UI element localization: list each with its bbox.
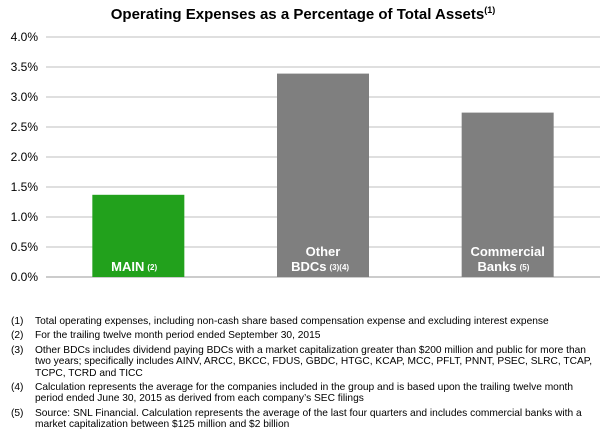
y-axis: 0.0% 0.5% 1.0% 1.5% 2.0% 2.5% 3.0% 3.5% 4.0% <box>11 30 39 284</box>
bar <box>461 112 554 277</box>
y-tick-label: 3.5% <box>11 60 39 74</box>
chart-title-text: Operating Expenses as a Percentage of To… <box>111 6 484 23</box>
footnote: (5) Source: SNL Financial. Calculation re… <box>11 408 601 431</box>
y-tick-label: 0.5% <box>11 240 39 254</box>
footnote: (3) Other BDCs includes dividend paying B… <box>11 345 601 379</box>
y-tick-label: 1.0% <box>11 210 39 224</box>
bar <box>277 73 369 277</box>
category-label: MAIN <box>111 259 144 274</box>
footnote-text: Source: SNL Financial. Calculation repre… <box>35 407 582 431</box>
footnote-number: (1) <box>11 316 24 327</box>
y-tick-label: 3.0% <box>11 90 39 104</box>
y-tick-label: 2.5% <box>11 120 39 134</box>
footnote: (2) For the trailing twelve month period … <box>11 330 601 341</box>
category-label: Banks <box>478 259 517 274</box>
y-tick-label: 2.0% <box>11 150 39 164</box>
footnote: (1) Total operating expenses, including n… <box>11 316 601 327</box>
footnote-number: (5) <box>11 407 24 419</box>
y-tick-label: 4.0% <box>11 30 39 44</box>
footnote-text: Total operating expenses, including non-… <box>35 316 549 327</box>
chart-title-superscript: (1) <box>484 5 495 15</box>
bar <box>92 194 185 277</box>
footnote-text: Calculation represents the average for t… <box>35 382 574 405</box>
footnote-number: (3) <box>11 344 24 356</box>
y-tick-label: 1.5% <box>11 180 39 194</box>
category-superscript: (2) <box>147 263 157 272</box>
category-label: Other <box>306 244 341 259</box>
y-tick-label: 0.0% <box>11 270 39 284</box>
bars <box>92 73 554 277</box>
footnote-number: (4) <box>11 382 24 394</box>
footnote-text: Other BDCs includes dividend paying BDCs… <box>35 344 593 379</box>
chart-title: Operating Expenses as a Percentage of To… <box>111 5 495 23</box>
footnote-text: For the trailing twelve month period end… <box>35 330 321 342</box>
category-label: Commercial <box>470 244 544 259</box>
footnote: (4) Calculation represents the average fo… <box>11 382 601 405</box>
footnotes: (1) Total operating expenses, including n… <box>11 316 601 434</box>
bar-chart: Operating Expenses as a Percentage of To… <box>11 5 600 284</box>
category-label: BDCs <box>291 259 326 274</box>
footnote-number: (2) <box>11 330 24 342</box>
category-superscript: (3)(4) <box>330 263 350 272</box>
category-superscript: (5) <box>520 263 530 272</box>
